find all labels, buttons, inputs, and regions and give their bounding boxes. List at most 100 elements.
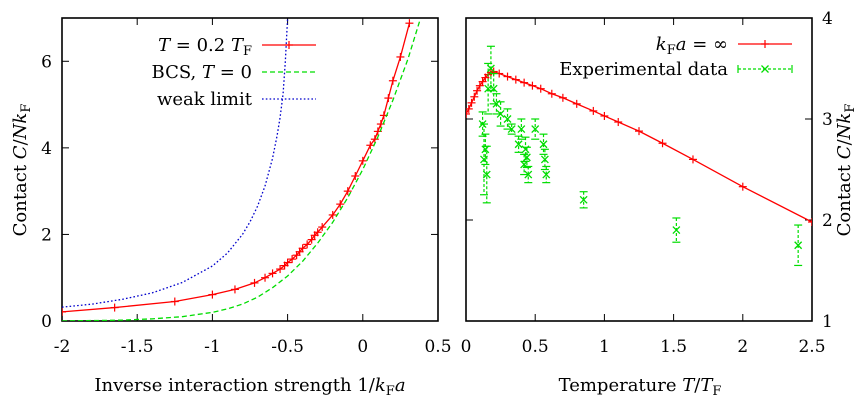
data-point (589, 106, 598, 115)
data-point (688, 155, 697, 164)
data-point (478, 77, 487, 86)
left-y-axis-label: Contact C/NkF (10, 104, 34, 237)
data-point (486, 64, 495, 73)
legend-entry: BCS, T = 0 (152, 62, 316, 83)
series-line (62, 18, 289, 308)
right-axis-ticks: 0 0.5 1 1.5 2 2.5 1 2 3 4 (461, 9, 833, 357)
left-panel-contact-vs-interaction: -2 -1.5 -1 -0.5 0 0.5 0 2 4 6 T = 0.2 TF BCS, T = … (10, 17, 452, 396)
right-plot-frame (465, 17, 813, 322)
data-point (250, 278, 259, 287)
legend-label: T = 0.2 TF (158, 35, 252, 59)
data-point (470, 92, 479, 101)
data-point (672, 226, 681, 235)
data-point (405, 19, 414, 28)
left-x-tick-label: -2 (54, 337, 71, 357)
data-point (496, 109, 505, 118)
data-point (511, 75, 520, 84)
data-point (343, 187, 352, 196)
right-series-0 (466, 67, 812, 227)
left-series-group (62, 18, 421, 321)
data-point (351, 171, 360, 180)
data-point (283, 258, 292, 267)
legend-label: weak limit (157, 89, 253, 110)
legend-entry: weak limit (157, 89, 316, 110)
legend-entry: Experimental data (559, 59, 793, 80)
right-x-tick-label: 2 (737, 337, 748, 357)
data-point (62, 307, 66, 316)
data-point (481, 145, 490, 154)
left-x-tick-label: 0 (357, 337, 368, 357)
data-point (313, 228, 322, 237)
left-x-tick-label: -1 (204, 337, 221, 357)
data-point (635, 127, 643, 136)
data-point (466, 109, 470, 118)
left-x-axis-label: Inverse interaction strength 1/kFa (94, 375, 405, 396)
data-point (547, 89, 556, 98)
data-point (170, 297, 179, 306)
data-point (536, 84, 545, 93)
left-y-tick-label: 2 (41, 225, 52, 245)
data-point (318, 223, 327, 232)
right-x-tick-label: 2.5 (798, 337, 825, 357)
data-point (503, 115, 512, 123)
right-x-axis-label: Temperature T/TF (559, 375, 722, 396)
data-point (473, 86, 482, 95)
right-y-tick-label: 4 (822, 9, 833, 29)
right-x-tick-label: 1 (599, 337, 610, 357)
legend-entry: kFa = ∞ (656, 34, 792, 58)
data-point (503, 72, 512, 81)
data-point (540, 155, 549, 164)
data-point (539, 140, 548, 149)
data-point (600, 111, 609, 120)
data-point (268, 269, 277, 278)
left-series-1 (62, 19, 421, 321)
data-point (808, 218, 812, 227)
data-point (531, 125, 540, 134)
left-x-tick-label: -0.5 (271, 337, 304, 357)
data-point (110, 303, 119, 312)
data-point (738, 182, 747, 191)
right-panel-contact-vs-temperature: 0 0.5 1 1.5 2 2.5 1 2 3 4 kFa = ∞Experimental dat… (461, 9, 858, 396)
data-point (579, 195, 588, 204)
left-plot-frame (61, 17, 439, 322)
right-legend: kFa = ∞Experimental data (559, 34, 793, 80)
left-x-tick-label: 0.5 (424, 337, 451, 357)
data-point (276, 265, 285, 274)
data-point (794, 241, 803, 250)
right-x-tick-label: 1.5 (660, 337, 687, 357)
data-point (482, 170, 491, 179)
data-point (466, 104, 473, 113)
data-point (288, 255, 297, 264)
left-y-tick-label: 6 (41, 52, 52, 72)
data-point (388, 76, 397, 85)
data-point (558, 93, 567, 102)
left-axis-ticks: -2 -1.5 -1 -0.5 0 0.5 0 2 4 6 (41, 18, 452, 357)
legend-label: kFa = ∞ (656, 34, 728, 58)
legend-label: Experimental data (559, 59, 728, 80)
left-series-2 (62, 18, 289, 308)
data-point (520, 78, 529, 87)
data-point (366, 141, 375, 150)
data-point (507, 125, 516, 134)
data-point (542, 170, 551, 179)
right-y-tick-label: 1 (822, 312, 833, 332)
data-point (230, 285, 239, 294)
data-point (384, 94, 393, 103)
data-point (208, 290, 217, 299)
left-y-tick-label: 0 (41, 312, 52, 332)
data-point (489, 84, 498, 93)
data-point (307, 235, 316, 244)
left-y-tick-label: 4 (41, 139, 52, 159)
legend-entry: T = 0.2 TF (158, 35, 316, 59)
right-y-tick-label: 3 (822, 110, 833, 130)
data-point (336, 200, 345, 209)
data-point (358, 156, 367, 165)
data-point (475, 81, 484, 90)
data-point (467, 98, 476, 107)
right-series-group (466, 45, 812, 267)
data-point (517, 125, 526, 134)
data-point (261, 273, 270, 282)
data-point (528, 81, 537, 90)
right-y-tick-label: 2 (822, 211, 833, 231)
